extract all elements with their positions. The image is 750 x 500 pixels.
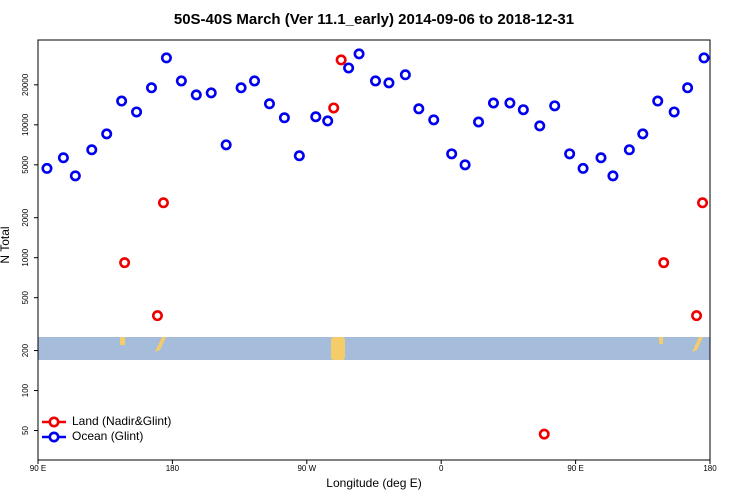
x-tick-label: 0 [439,464,444,473]
point [534,120,546,132]
point [473,116,485,128]
chart-title: 50S-40S March (Ver 11.1_early) 2014-09-0… [174,11,574,28]
point [697,197,709,209]
point [577,162,589,174]
x-tick-label: 90 E [567,464,583,473]
legend: Land (Nadir&Glint)Ocean (Glint) [42,414,171,443]
point [538,428,550,440]
point [119,257,131,269]
point [145,82,157,94]
y-tick-label: 20000 [21,73,30,96]
point [691,310,703,322]
x-tick-label: 90 E [30,464,46,473]
point [504,97,516,109]
point [698,52,710,64]
land-patch [331,337,345,360]
point [322,115,334,127]
point [446,148,458,160]
point [131,106,143,118]
y-axis-label: N Total [0,226,12,263]
y-tick-label: 50 [21,426,30,435]
point [116,95,128,107]
point [220,139,232,151]
point [343,62,355,74]
point [249,75,261,87]
point [235,82,247,94]
x-tick-label: 180 [703,464,717,473]
y-tick-label: 500 [21,290,30,304]
point [428,114,440,126]
y-tick-label: 2000 [21,208,30,226]
legend-marker [48,416,60,428]
y-tick-label: 1000 [21,248,30,266]
point [353,48,365,60]
point [151,310,163,322]
y-tick-label: 200 [21,343,30,357]
y-tick-label: 10000 [21,113,30,136]
legend-label: Land (Nadir&Glint) [72,414,171,428]
point [69,170,81,182]
x-axis-label: Longitude (deg E) [326,476,421,490]
point [658,257,670,269]
point [101,128,113,140]
x-tick-label: 90 W [297,464,316,473]
point [595,152,607,164]
point [517,104,529,116]
point [160,52,172,64]
point [623,144,635,156]
point [57,152,69,164]
point [175,75,187,87]
point [652,95,664,107]
point [607,170,619,182]
point [190,89,202,101]
land-patch [120,337,125,345]
point [413,103,425,115]
point [399,69,411,81]
point [549,100,561,112]
legend-marker [48,431,60,443]
point [564,148,576,160]
point [335,54,347,66]
y-tick-label: 5000 [21,155,30,173]
land-patch [155,337,166,352]
point [328,102,340,114]
point [293,150,305,162]
point [86,144,98,156]
point [668,106,680,118]
point [41,162,53,174]
point [487,97,499,109]
point [383,77,395,89]
point [369,75,381,87]
point [278,112,290,124]
land-patch [659,337,663,344]
point [263,98,275,110]
x-tick-label: 180 [166,464,180,473]
point [157,197,169,209]
map-strip [38,337,710,360]
point [459,159,471,171]
legend-label: Ocean (Glint) [72,429,143,443]
ocean-band [38,337,710,360]
point [637,128,649,140]
land-patch [692,337,703,352]
point [205,87,217,99]
point [682,82,694,94]
point [310,111,322,123]
y-tick-label: 100 [21,383,30,397]
plot-frame [37,39,711,461]
